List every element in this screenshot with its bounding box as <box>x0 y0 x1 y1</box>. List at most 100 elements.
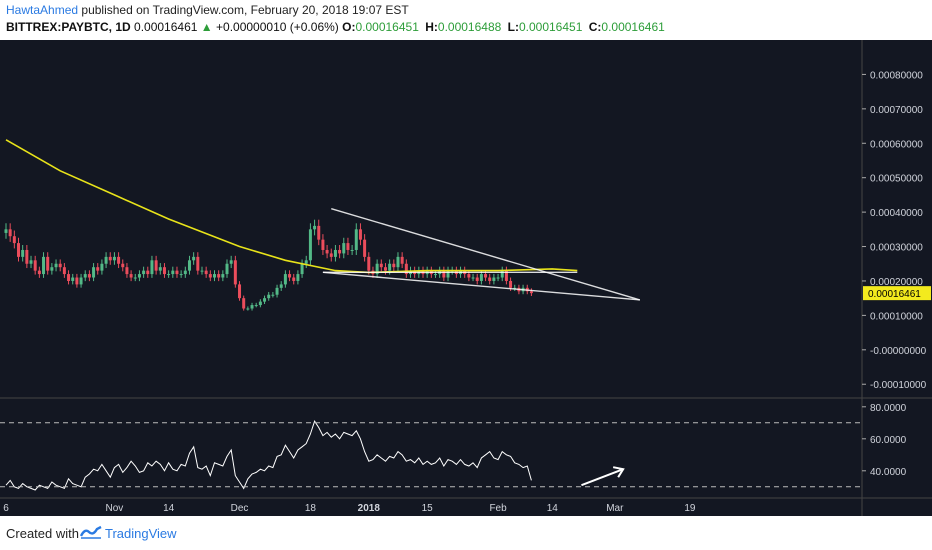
time-tick-label: 6 <box>3 503 9 514</box>
time-tick-label: 14 <box>547 503 559 514</box>
candle-body <box>400 256 404 264</box>
price-change: +0.00000010 (+0.06%) <box>216 20 339 34</box>
candle-body <box>350 249 354 251</box>
candle-body <box>83 274 87 278</box>
author-link[interactable]: HawtaAhmed <box>6 3 79 17</box>
candle-body <box>112 256 116 261</box>
candle-body <box>92 267 96 278</box>
candle-body <box>346 243 350 250</box>
moving-average-line <box>5 139 578 274</box>
time-tick-label: 19 <box>684 503 696 514</box>
candle-body <box>233 260 237 285</box>
candle-body <box>254 305 258 307</box>
candle-body <box>250 305 254 309</box>
candle-body <box>121 263 125 268</box>
ohlc-line: BITTREX:PAYBTC, 1D 0.00016461 ▲ +0.00000… <box>6 20 668 34</box>
trendlines-layer <box>322 208 641 301</box>
symbol-label[interactable]: BITTREX:PAYBTC, 1D <box>6 20 131 34</box>
candle-body <box>263 298 267 302</box>
candle-body <box>246 308 250 310</box>
candle-body <box>104 256 108 264</box>
candle-body <box>208 274 212 278</box>
candle-body <box>42 256 46 275</box>
candle-body <box>358 229 362 240</box>
candle-body <box>146 270 150 275</box>
candle-body <box>221 274 225 278</box>
time-tick-label: Mar <box>606 503 624 514</box>
candle-body <box>8 229 12 237</box>
candle-body <box>54 263 58 268</box>
candle-body <box>304 260 308 264</box>
axis-background <box>862 40 932 516</box>
candle-body <box>229 260 233 264</box>
candle-body <box>267 294 271 299</box>
rsi-tick-label: 60.0000 <box>870 435 907 446</box>
candle-body <box>87 274 91 278</box>
candle-body <box>75 277 79 285</box>
candle-body <box>200 270 204 272</box>
candle-body <box>367 256 371 271</box>
price-tick-label: 0.00060000 <box>870 139 923 150</box>
price-chart[interactable]: 0.00080000 0.00070000 0.00060000 0.00050000… <box>0 40 932 516</box>
candle-body <box>392 263 396 268</box>
annotation-layer <box>581 466 625 487</box>
candle-body <box>242 298 246 309</box>
candle-body <box>154 260 158 271</box>
candle-body <box>292 277 296 281</box>
candle-body <box>4 229 8 233</box>
axes-layer: 0.00080000 0.00070000 0.00060000 0.00050000… <box>0 40 932 516</box>
candle-body <box>117 256 121 264</box>
candle-body <box>158 267 162 271</box>
rsi-layer <box>5 420 532 491</box>
high-value: 0.00016488 <box>437 20 502 34</box>
candle-body <box>492 277 496 281</box>
candle-body <box>142 270 146 275</box>
price-tick-label: -0.00000000 <box>870 346 927 357</box>
chart-background <box>0 40 862 516</box>
candle-body <box>150 260 154 275</box>
candle-body <box>404 263 408 275</box>
candle-body <box>46 256 50 271</box>
candle-body <box>238 284 242 299</box>
candle-body <box>496 277 500 279</box>
candle-body <box>442 270 446 278</box>
candle-body <box>283 274 287 285</box>
candle-body <box>171 270 175 275</box>
price-tick-label: -0.00010000 <box>870 380 927 391</box>
candle-body <box>137 274 141 278</box>
candle-body <box>434 274 438 276</box>
open-value: 0.00016451 <box>355 20 419 34</box>
candle-body <box>187 260 191 271</box>
publish-line: HawtaAhmed published on TradingView.com,… <box>6 3 409 17</box>
open-label: O: <box>342 20 356 34</box>
candle-body <box>300 263 304 275</box>
tradingview-logo-icon <box>80 525 102 539</box>
current-price-tag <box>863 286 931 301</box>
candle-body <box>108 256 112 261</box>
close-value: 0.00016461 <box>601 20 665 34</box>
candle-body <box>317 225 321 240</box>
trendline <box>331 208 641 301</box>
candle-body <box>79 277 83 285</box>
time-tick-label: 18 <box>305 503 317 514</box>
candle-body <box>333 249 337 257</box>
trendline <box>322 271 640 301</box>
candle-body <box>125 267 129 275</box>
current-price-label: 0.00016461 <box>868 289 921 300</box>
candle-body <box>183 270 187 275</box>
publish-text: published on TradingView.com, February 2… <box>81 3 409 17</box>
candle-body <box>71 277 75 281</box>
candle-body <box>529 291 533 294</box>
candle-body <box>179 274 183 276</box>
candle-body <box>383 267 387 271</box>
candle-body <box>96 267 100 271</box>
price-tick-label: 0.00010000 <box>870 311 923 322</box>
candle-body <box>217 274 221 278</box>
time-tick-label: 14 <box>163 503 175 514</box>
candle-body <box>175 270 179 275</box>
close-label: C: <box>588 20 602 34</box>
tradingview-brand[interactable]: TradingView <box>105 526 177 541</box>
up-arrow-icon: ▲ <box>200 20 213 34</box>
price-tick-label: 0.00020000 <box>870 277 923 288</box>
candle-body <box>375 263 379 275</box>
